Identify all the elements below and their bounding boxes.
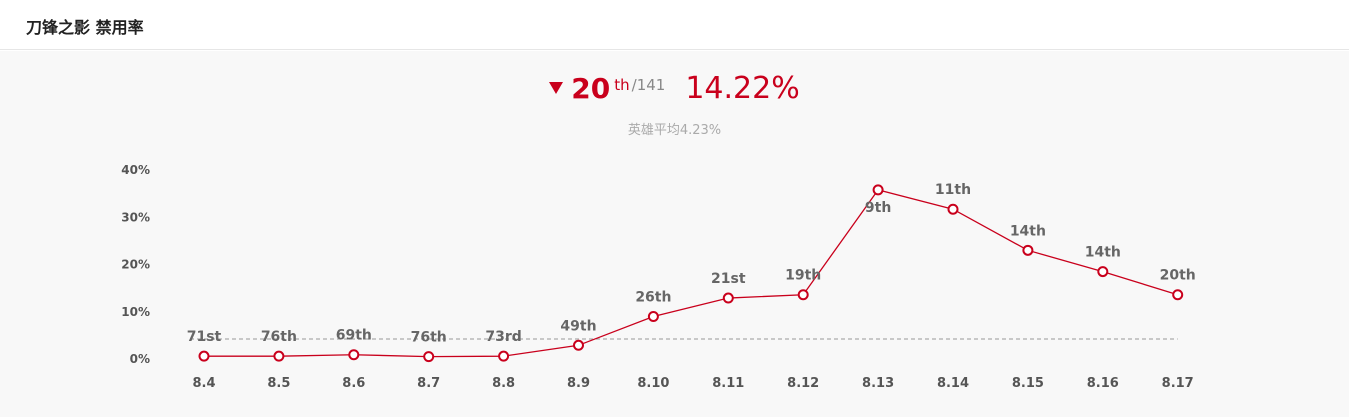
rank-label: 69th: [336, 328, 372, 344]
data-point: [872, 184, 884, 196]
data-point: [1022, 244, 1034, 256]
y-tick-label: 10%: [121, 305, 150, 319]
data-point: [947, 203, 959, 215]
rank-value: 20: [571, 72, 611, 105]
data-point: [573, 339, 584, 351]
x-tick-label: 8.5: [267, 376, 290, 391]
y-axis: 0% 10% 20% 30% 40%: [121, 163, 150, 366]
x-tick-label: 8.10: [637, 376, 669, 391]
header-bar: 刀锋之影 禁用率: [0, 0, 1349, 50]
rank-label: 73rd: [485, 329, 521, 345]
rank-label: 14th: [1085, 245, 1121, 261]
x-tick-label: 8.16: [1087, 376, 1119, 391]
rank-total: /141: [631, 76, 666, 94]
y-tick-label: 30%: [121, 210, 150, 224]
y-tick-label: 0%: [130, 352, 150, 366]
x-tick-label: 8.8: [492, 376, 515, 391]
data-point: [273, 350, 285, 362]
x-tick-label: 8.14: [937, 376, 969, 391]
rank-labels: 71st 76th 69th 76th 73rd 49th 26th 21st 19th 9th 1…: [187, 182, 1196, 345]
rank-label: 20th: [1160, 268, 1196, 284]
rank-label: 21st: [711, 271, 746, 287]
data-point: [198, 350, 210, 362]
rank-suffix: th: [614, 76, 630, 94]
x-tick-label: 8.4: [192, 376, 215, 391]
data-point: [797, 289, 809, 301]
x-tick-label: 8.12: [787, 376, 819, 391]
x-tick-label: 8.13: [862, 376, 894, 391]
rank-label: 26th: [635, 289, 671, 305]
data-point: [1097, 266, 1109, 278]
rank-label: 49th: [560, 318, 596, 334]
y-tick-label: 40%: [121, 163, 150, 177]
data-point: [722, 292, 734, 304]
data-point: [647, 310, 659, 322]
ban-rate-value: 14.22%: [685, 71, 800, 106]
x-tick-label: 8.9: [567, 376, 590, 391]
data-point: [498, 350, 510, 362]
down-arrow-icon: [549, 82, 564, 94]
hero-average: 英雄平均4.23%: [627, 123, 722, 138]
rank-label: 9th: [865, 200, 891, 216]
page-title: 刀锋之影 禁用率: [26, 18, 144, 37]
x-tick-label: 8.6: [342, 376, 365, 391]
data-points: [198, 184, 1184, 363]
x-tick-label: 8.7: [417, 376, 440, 391]
data-point: [348, 349, 360, 361]
rank-label: 19th: [785, 268, 821, 284]
y-tick-label: 20%: [121, 258, 150, 272]
data-point: [1172, 289, 1184, 301]
series-line: [204, 189, 1178, 358]
x-tick-label: 8.15: [1012, 376, 1044, 391]
rank-label: 71st: [187, 329, 222, 345]
rank-label: 76th: [411, 330, 447, 346]
series-line-layer: [204, 189, 1178, 358]
data-point: [423, 351, 435, 363]
rank-label: 76th: [261, 329, 297, 345]
rank-label: 14th: [1010, 223, 1046, 239]
rank-label: 11th: [935, 182, 971, 198]
x-axis: 8.4 8.5 8.6 8.7 8.8 8.9 8.10 8.11 8.12 8.13 8.14 8.…: [192, 376, 1193, 391]
x-tick-label: 8.11: [712, 376, 744, 391]
x-tick-label: 8.17: [1162, 376, 1194, 391]
